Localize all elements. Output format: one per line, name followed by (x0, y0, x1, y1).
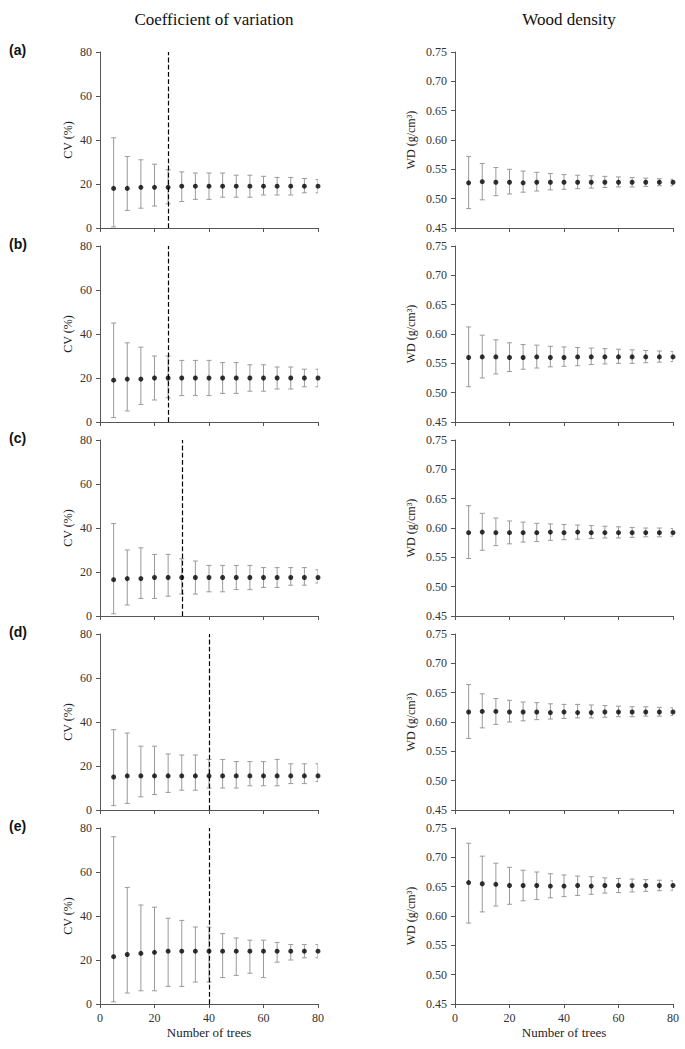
svg-text:WD (g/cm³): WD (g/cm³) (404, 499, 418, 558)
svg-text:(b): (b) (9, 236, 27, 252)
svg-text:CV (%): CV (%) (61, 703, 75, 740)
svg-text:0.75: 0.75 (426, 239, 447, 253)
svg-text:WD (g/cm³): WD (g/cm³) (404, 111, 418, 170)
svg-text:40: 40 (558, 1011, 570, 1025)
svg-text:(e): (e) (9, 818, 26, 834)
svg-text:0.45: 0.45 (426, 997, 447, 1011)
svg-text:0.65: 0.65 (426, 880, 447, 894)
svg-text:0: 0 (86, 997, 92, 1011)
svg-text:WD (g/cm³): WD (g/cm³) (404, 693, 418, 752)
svg-text:20: 20 (80, 177, 92, 191)
svg-text:40: 40 (80, 133, 92, 147)
svg-text:0.55: 0.55 (426, 744, 447, 758)
svg-text:Wood density: Wood density (522, 10, 616, 29)
svg-text:0.50: 0.50 (426, 192, 447, 206)
svg-text:CV (%): CV (%) (61, 315, 75, 352)
svg-text:0.65: 0.65 (426, 298, 447, 312)
svg-text:0.55: 0.55 (426, 356, 447, 370)
svg-text:0.70: 0.70 (426, 74, 447, 88)
svg-text:40: 40 (203, 1011, 215, 1025)
svg-text:0.55: 0.55 (426, 938, 447, 952)
svg-text:CV (%): CV (%) (61, 509, 75, 546)
svg-text:80: 80 (80, 45, 92, 59)
svg-text:0.55: 0.55 (426, 162, 447, 176)
svg-text:40: 40 (80, 909, 92, 923)
svg-text:0.70: 0.70 (426, 656, 447, 670)
svg-text:20: 20 (80, 953, 92, 967)
svg-text:CV (%): CV (%) (61, 121, 75, 158)
svg-text:(d): (d) (9, 624, 27, 640)
svg-text:0.45: 0.45 (426, 221, 447, 235)
svg-text:0: 0 (97, 1011, 103, 1025)
svg-text:WD (g/cm³): WD (g/cm³) (404, 305, 418, 364)
svg-text:0: 0 (86, 221, 92, 235)
svg-text:80: 80 (80, 821, 92, 835)
svg-text:40: 40 (80, 521, 92, 535)
svg-text:0.50: 0.50 (426, 386, 447, 400)
svg-text:0.75: 0.75 (426, 821, 447, 835)
svg-text:20: 20 (149, 1011, 161, 1025)
svg-text:0.45: 0.45 (426, 803, 447, 817)
svg-text:20: 20 (80, 759, 92, 773)
svg-text:Coefficient of variation: Coefficient of variation (134, 10, 294, 29)
svg-text:CV (%): CV (%) (61, 897, 75, 934)
svg-text:0.65: 0.65 (426, 104, 447, 118)
svg-text:WD (g/cm³): WD (g/cm³) (404, 887, 418, 946)
svg-text:60: 60 (80, 283, 92, 297)
svg-text:0.60: 0.60 (426, 521, 447, 535)
svg-text:0.65: 0.65 (426, 686, 447, 700)
svg-text:60: 60 (80, 477, 92, 491)
svg-text:0.70: 0.70 (426, 850, 447, 864)
svg-text:Number of trees: Number of trees (522, 1025, 606, 1040)
svg-text:0: 0 (86, 803, 92, 817)
svg-text:0.60: 0.60 (426, 909, 447, 923)
svg-text:60: 60 (80, 865, 92, 879)
svg-text:0: 0 (86, 415, 92, 429)
svg-text:80: 80 (80, 433, 92, 447)
svg-text:0.70: 0.70 (426, 462, 447, 476)
svg-text:0: 0 (86, 609, 92, 623)
svg-text:0.75: 0.75 (426, 45, 447, 59)
svg-text:60: 60 (613, 1011, 625, 1025)
svg-text:0.55: 0.55 (426, 550, 447, 564)
svg-text:(c): (c) (9, 430, 26, 446)
svg-text:0.45: 0.45 (426, 609, 447, 623)
svg-text:20: 20 (80, 371, 92, 385)
svg-text:0.65: 0.65 (426, 492, 447, 506)
svg-text:80: 80 (312, 1011, 324, 1025)
svg-text:20: 20 (504, 1011, 516, 1025)
svg-text:80: 80 (667, 1011, 679, 1025)
svg-text:0.50: 0.50 (426, 774, 447, 788)
svg-text:0.75: 0.75 (426, 627, 447, 641)
svg-text:0.60: 0.60 (426, 327, 447, 341)
svg-text:(a): (a) (9, 42, 26, 58)
svg-text:0.70: 0.70 (426, 268, 447, 282)
svg-text:20: 20 (80, 565, 92, 579)
svg-text:0.75: 0.75 (426, 433, 447, 447)
svg-text:Number of trees: Number of trees (167, 1025, 251, 1040)
svg-text:60: 60 (80, 89, 92, 103)
svg-text:0.60: 0.60 (426, 715, 447, 729)
svg-text:0: 0 (452, 1011, 458, 1025)
svg-text:0.60: 0.60 (426, 133, 447, 147)
svg-text:60: 60 (80, 671, 92, 685)
svg-text:40: 40 (80, 715, 92, 729)
svg-text:60: 60 (258, 1011, 270, 1025)
svg-text:80: 80 (80, 627, 92, 641)
svg-text:0.50: 0.50 (426, 580, 447, 594)
svg-text:40: 40 (80, 327, 92, 341)
svg-text:80: 80 (80, 239, 92, 253)
svg-text:0.50: 0.50 (426, 968, 447, 982)
svg-text:0.45: 0.45 (426, 415, 447, 429)
